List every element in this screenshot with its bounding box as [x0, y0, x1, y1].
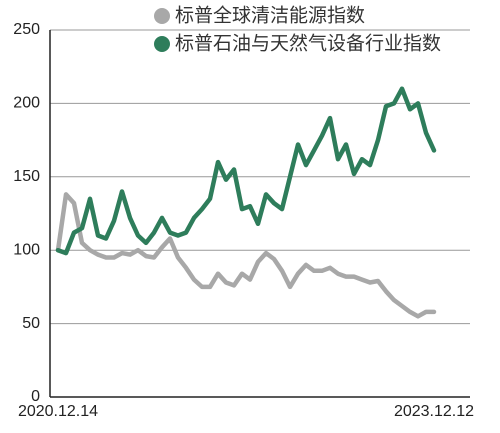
y-tick-label: 200 [13, 95, 40, 112]
y-tick-label: 0 [31, 388, 40, 405]
x-tick-label: 2023.12.12 [394, 403, 474, 420]
x-tick-label: 2020.12.14 [18, 403, 98, 420]
y-tick-label: 100 [13, 241, 40, 258]
y-tick-label: 50 [22, 315, 40, 332]
series-line [55, 192, 437, 319]
legend-label: 标普全球清洁能源指数 [175, 5, 365, 27]
legend-marker [154, 36, 170, 52]
legend-label: 标普石油与天然气设备行业指数 [175, 33, 441, 55]
legend-marker [154, 8, 170, 24]
series-line [55, 86, 437, 256]
y-tick-label: 150 [13, 168, 40, 185]
y-tick-label: 250 [13, 21, 40, 38]
